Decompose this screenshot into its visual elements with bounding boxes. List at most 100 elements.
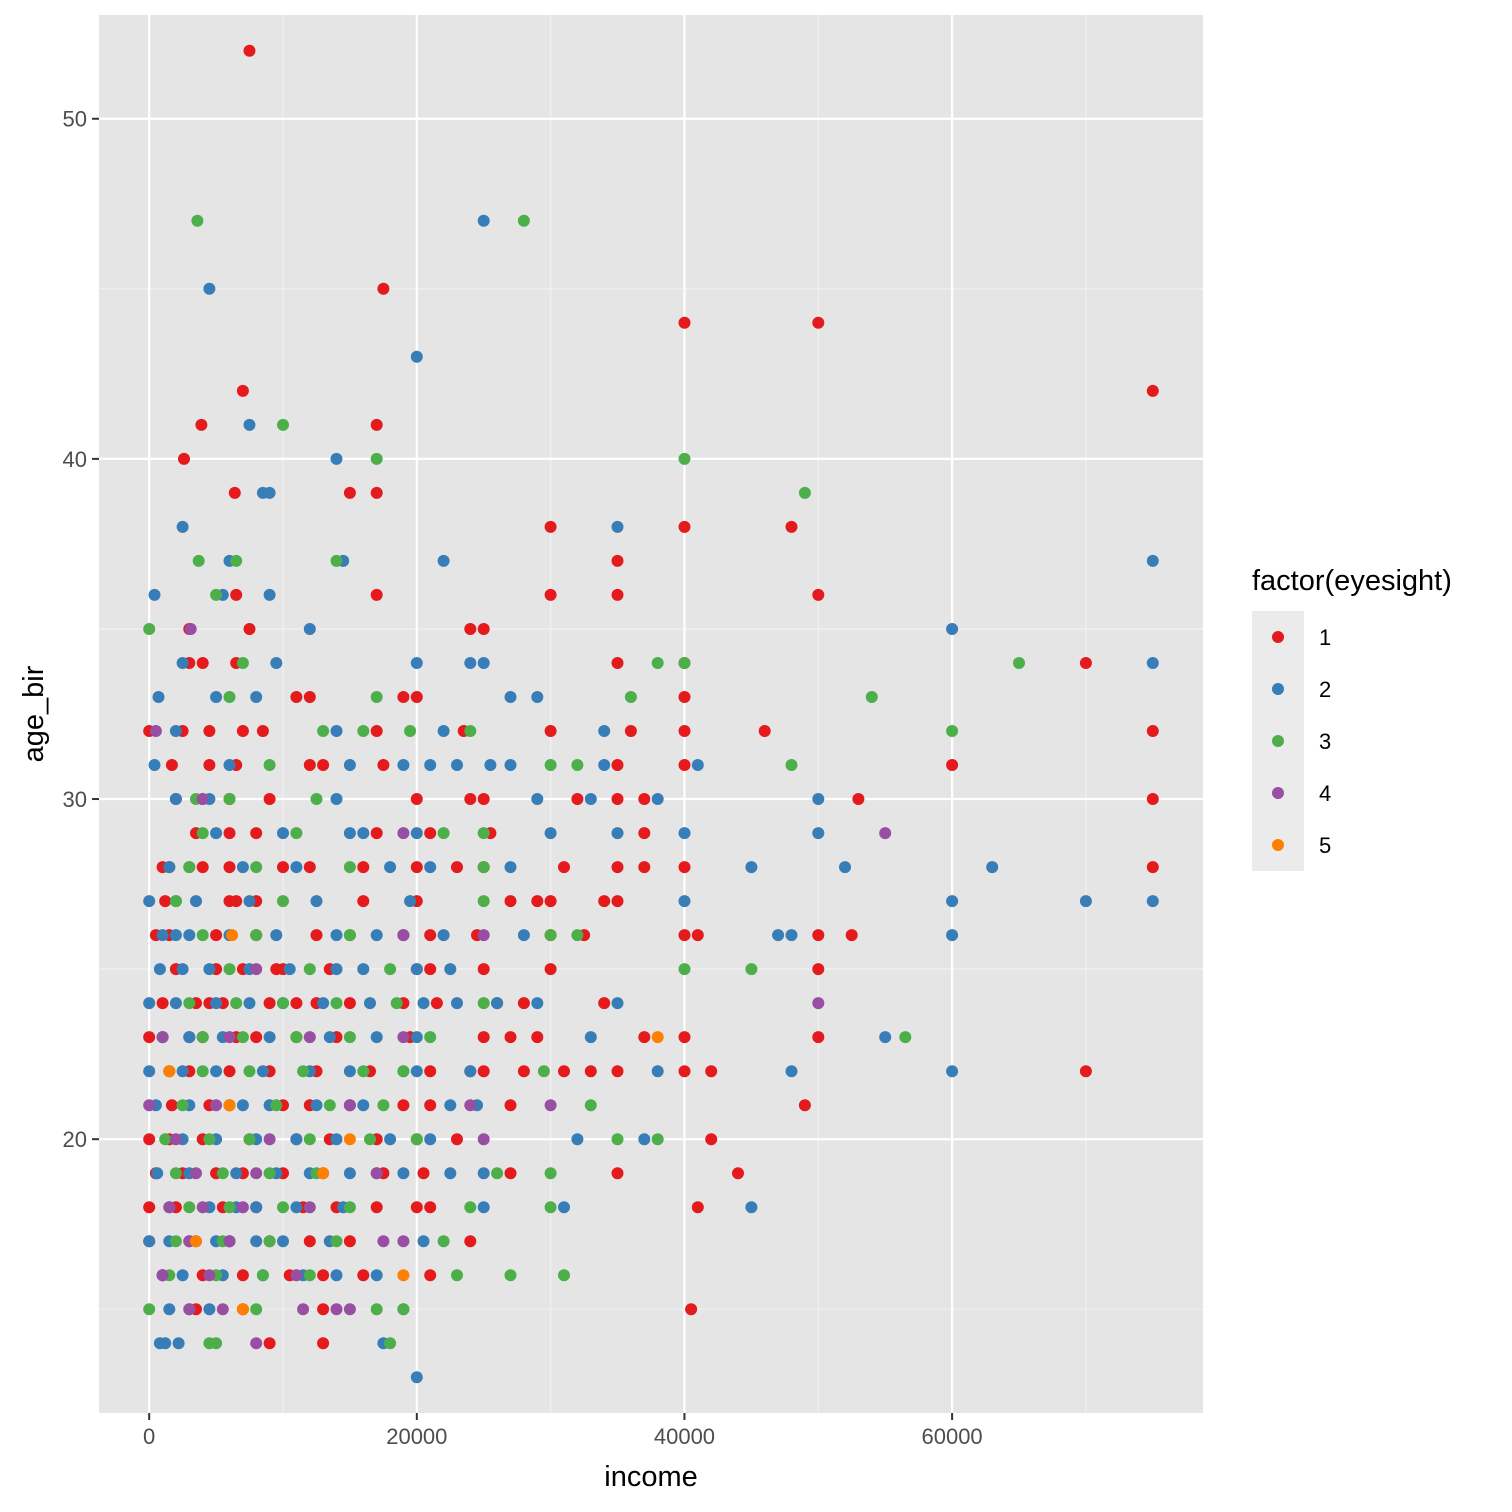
data-point-eyesight-5 [397,1269,410,1282]
data-point-eyesight-1 [611,1167,624,1180]
data-point-eyesight-2 [143,895,156,908]
data-point-eyesight-1 [1146,793,1159,805]
data-point-eyesight-1 [424,827,437,840]
legend: factor(eyesight) 1 2 3 4 5 [1252,565,1452,871]
data-point-eyesight-2 [330,929,343,942]
legend-title: factor(eyesight) [1252,565,1452,597]
data-point-eyesight-2 [176,657,189,669]
data-point-eyesight-3 [330,997,343,1010]
data-point-eyesight-2 [343,1065,356,1078]
data-point-eyesight-2 [176,963,189,976]
data-point-eyesight-3 [410,1133,423,1146]
data-point-eyesight-3 [651,1133,664,1146]
data-point-eyesight-2 [410,1031,423,1044]
data-point-eyesight-3 [357,1065,370,1078]
data-point-eyesight-2 [156,929,169,942]
plot-panel [99,15,1203,1413]
data-point-eyesight-2 [159,1337,172,1350]
data-point-eyesight-1 [424,1201,437,1214]
data-point-eyesight-3 [584,1099,597,1112]
data-point-eyesight-3 [169,1235,182,1248]
data-point-eyesight-1 [638,793,651,805]
data-point-eyesight-2 [477,1201,490,1214]
data-point-eyesight-2 [263,588,276,601]
data-point-eyesight-4 [203,1269,216,1282]
data-point-eyesight-3 [250,861,263,874]
data-point-eyesight-5 [317,1167,330,1180]
data-point-eyesight-1 [343,486,356,499]
data-point-eyesight-4 [464,1099,477,1112]
data-point-eyesight-3 [464,1201,477,1214]
data-point-eyesight-1 [397,1099,410,1112]
data-point-eyesight-3 [263,1235,276,1248]
data-point-eyesight-2 [504,759,517,771]
data-point-eyesight-2 [584,793,597,805]
data-point-eyesight-3 [370,1303,383,1316]
data-point-eyesight-2 [370,1269,383,1282]
data-point-eyesight-1 [277,861,289,874]
data-point-eyesight-1 [377,282,390,295]
data-point-eyesight-1 [678,691,691,703]
data-point-eyesight-2 [531,691,544,703]
data-point-eyesight-3 [517,214,530,227]
data-point-eyesight-1 [691,929,704,942]
data-point-eyesight-1 [317,1303,330,1316]
data-point-eyesight-4 [290,1269,303,1282]
data-point-eyesight-2 [745,861,758,874]
data-point-eyesight-3 [192,554,205,567]
data-point-eyesight-3 [537,1065,550,1078]
data-point-eyesight-4 [196,793,209,805]
data-point-eyesight-1 [464,623,477,635]
data-point-eyesight-1 [584,1065,597,1078]
data-point-eyesight-3 [464,725,477,737]
data-point-eyesight-2 [946,623,959,635]
data-point-eyesight-3 [558,1269,570,1282]
grid-major [99,15,1203,1413]
data-point-eyesight-3 [303,963,316,976]
data-point-eyesight-2 [330,1133,343,1146]
data-point-eyesight-1 [236,384,249,397]
data-point-eyesight-2 [270,929,283,942]
data-point-eyesight-2 [343,759,356,771]
x-tick-label: 20000 [386,1424,447,1449]
data-point-eyesight-4 [397,929,410,942]
data-point-eyesight-1 [236,1269,249,1282]
data-point-eyesight-2 [210,827,223,840]
data-point-eyesight-5 [651,1031,664,1044]
data-point-eyesight-1 [228,486,241,499]
data-point-eyesight-1 [504,895,517,908]
data-point-eyesight-5 [226,929,239,942]
data-point-eyesight-5 [223,1099,236,1112]
data-point-eyesight-3 [384,1337,397,1350]
x-axis: 0 20000 40000 60000 [143,1413,983,1449]
data-point-eyesight-3 [277,1201,289,1214]
data-point-eyesight-2 [317,997,330,1010]
data-point-eyesight-2 [444,1099,457,1112]
data-point-eyesight-1 [424,963,437,976]
data-point-eyesight-5 [190,1235,202,1248]
data-point-eyesight-4 [223,1031,236,1044]
data-point-eyesight-4 [184,623,197,635]
data-point-eyesight-3 [183,861,196,874]
data-point-eyesight-1 [410,691,423,703]
data-point-eyesight-4 [196,1201,209,1214]
data-point-eyesight-1 [845,929,858,942]
data-point-eyesight-3 [263,759,276,771]
data-point-eyesight-3 [785,759,798,771]
data-point-eyesight-3 [343,1031,356,1044]
data-point-eyesight-1 [424,1065,437,1078]
data-point-eyesight-1 [1079,657,1092,669]
data-point-eyesight-2 [464,1065,477,1078]
data-point-eyesight-3 [223,793,236,805]
data-point-eyesight-2 [263,1031,276,1044]
data-point-eyesight-3 [143,1303,156,1316]
data-point-eyesight-2 [584,1031,597,1044]
data-point-eyesight-1 [678,929,691,942]
data-point-eyesight-1 [558,861,570,874]
data-point-eyesight-1 [159,895,172,908]
data-point-eyesight-2 [176,1065,189,1078]
data-point-eyesight-4 [216,1303,229,1316]
data-point-eyesight-1 [785,520,798,533]
data-point-eyesight-2 [651,793,664,805]
